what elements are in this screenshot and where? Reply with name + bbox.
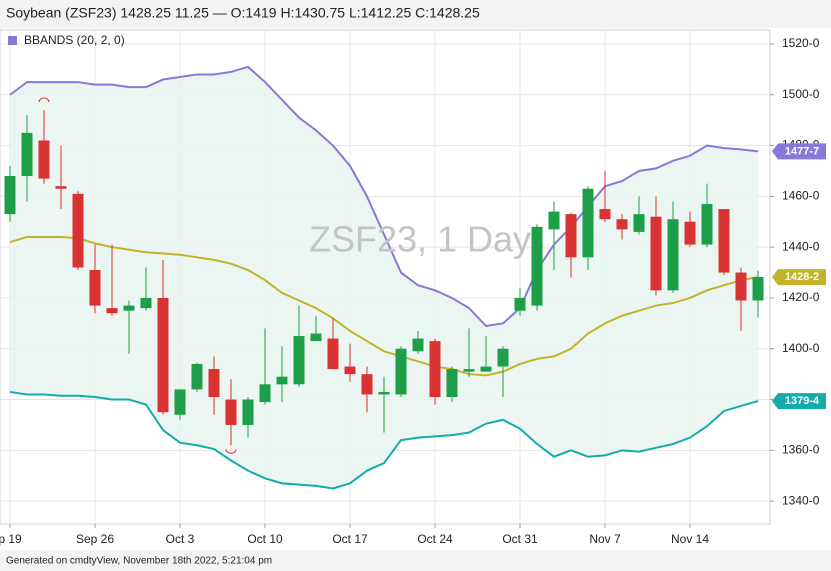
high-marker [38,97,50,103]
candle-body [548,211,560,230]
candle-body [378,391,390,395]
candle-body [106,308,118,314]
candle-body [752,277,764,301]
y-tick-label: 1520-0 [782,36,820,50]
candle-body [208,369,220,398]
chart-title: Soybean (ZSF23) 1428.25 11.25 — O:1419 H… [6,5,480,21]
candle-body [565,214,577,258]
candle-body [701,203,713,245]
candle-body [480,366,492,372]
candle-body [650,216,662,291]
x-tick-label: Oct 10 [247,532,283,546]
x-tick-label: Nov 14 [671,532,709,546]
end-label: 1477-7 [785,145,819,157]
candle-body [667,219,679,291]
candle-body [735,272,747,301]
candle-body [293,336,305,385]
candle-body [259,384,271,403]
end-label: 1428-2 [785,271,819,283]
candle-body [242,399,254,425]
x-tick-label: p 19 [0,532,22,546]
x-tick-label: Oct 17 [332,532,368,546]
legend-swatch [8,36,17,45]
candle-body [582,188,594,258]
y-tick-label: 1360-0 [782,443,820,457]
band-lower [9,390,759,490]
candle-body [395,348,407,395]
x-tick-label: Oct 3 [166,532,195,546]
candle-body [225,399,237,425]
end-label: 1379-4 [785,395,820,407]
candle-body [276,376,288,385]
x-tick-label: Nov 7 [589,532,621,546]
footer-bar [0,550,831,571]
plot-layer [0,30,770,524]
candle-body [344,366,356,375]
candle-body [140,297,152,309]
candle-body [310,333,322,342]
candle-body [55,186,67,189]
candle-body [684,221,696,245]
low-marker [225,449,237,454]
band-upper [9,65,759,327]
candle-body [89,270,101,306]
candle-body [446,369,458,398]
candle-body [531,226,543,306]
x-tick-label: Oct 24 [417,532,453,546]
candle-body [21,132,33,177]
y-tick-label: 1340-0 [782,493,820,507]
candle-body [327,338,339,370]
candle-body [616,219,628,230]
candle-body [412,338,424,352]
candle-body [497,348,509,367]
end-label-box [772,393,826,410]
candle-body [174,389,186,415]
candle-body [157,297,169,413]
y-tick-label: 1460-0 [782,189,820,203]
candle-body [123,305,135,311]
footer: Generated on cmdtyView, November 18th 20… [6,556,272,567]
header-bar [0,0,831,28]
end-label-box [772,143,826,160]
band-middle [9,235,759,377]
y-tick-label: 1420-0 [782,290,820,304]
x-tick-label: Oct 31 [502,532,538,546]
candle-body [38,140,50,179]
candle-body [514,297,526,311]
candle-body [599,209,611,220]
candle-body [4,176,16,215]
y-tick-label: 1500-0 [782,87,820,101]
y-tick-label: 1400-0 [782,341,820,355]
x-tick-label: Sep 26 [76,532,114,546]
candle-body [191,363,203,390]
candle-body [429,341,441,398]
candle-body [463,369,475,372]
watermark: ZSF23, 1 Day [309,219,531,260]
y-tick-label: 1440-0 [782,239,820,253]
candle-body [633,214,645,232]
legend-label: BBANDS (20, 2, 0) [24,33,125,47]
candle-body [718,209,730,273]
end-label-box [772,269,826,286]
candle-body [72,193,84,268]
candle-body [361,374,373,395]
